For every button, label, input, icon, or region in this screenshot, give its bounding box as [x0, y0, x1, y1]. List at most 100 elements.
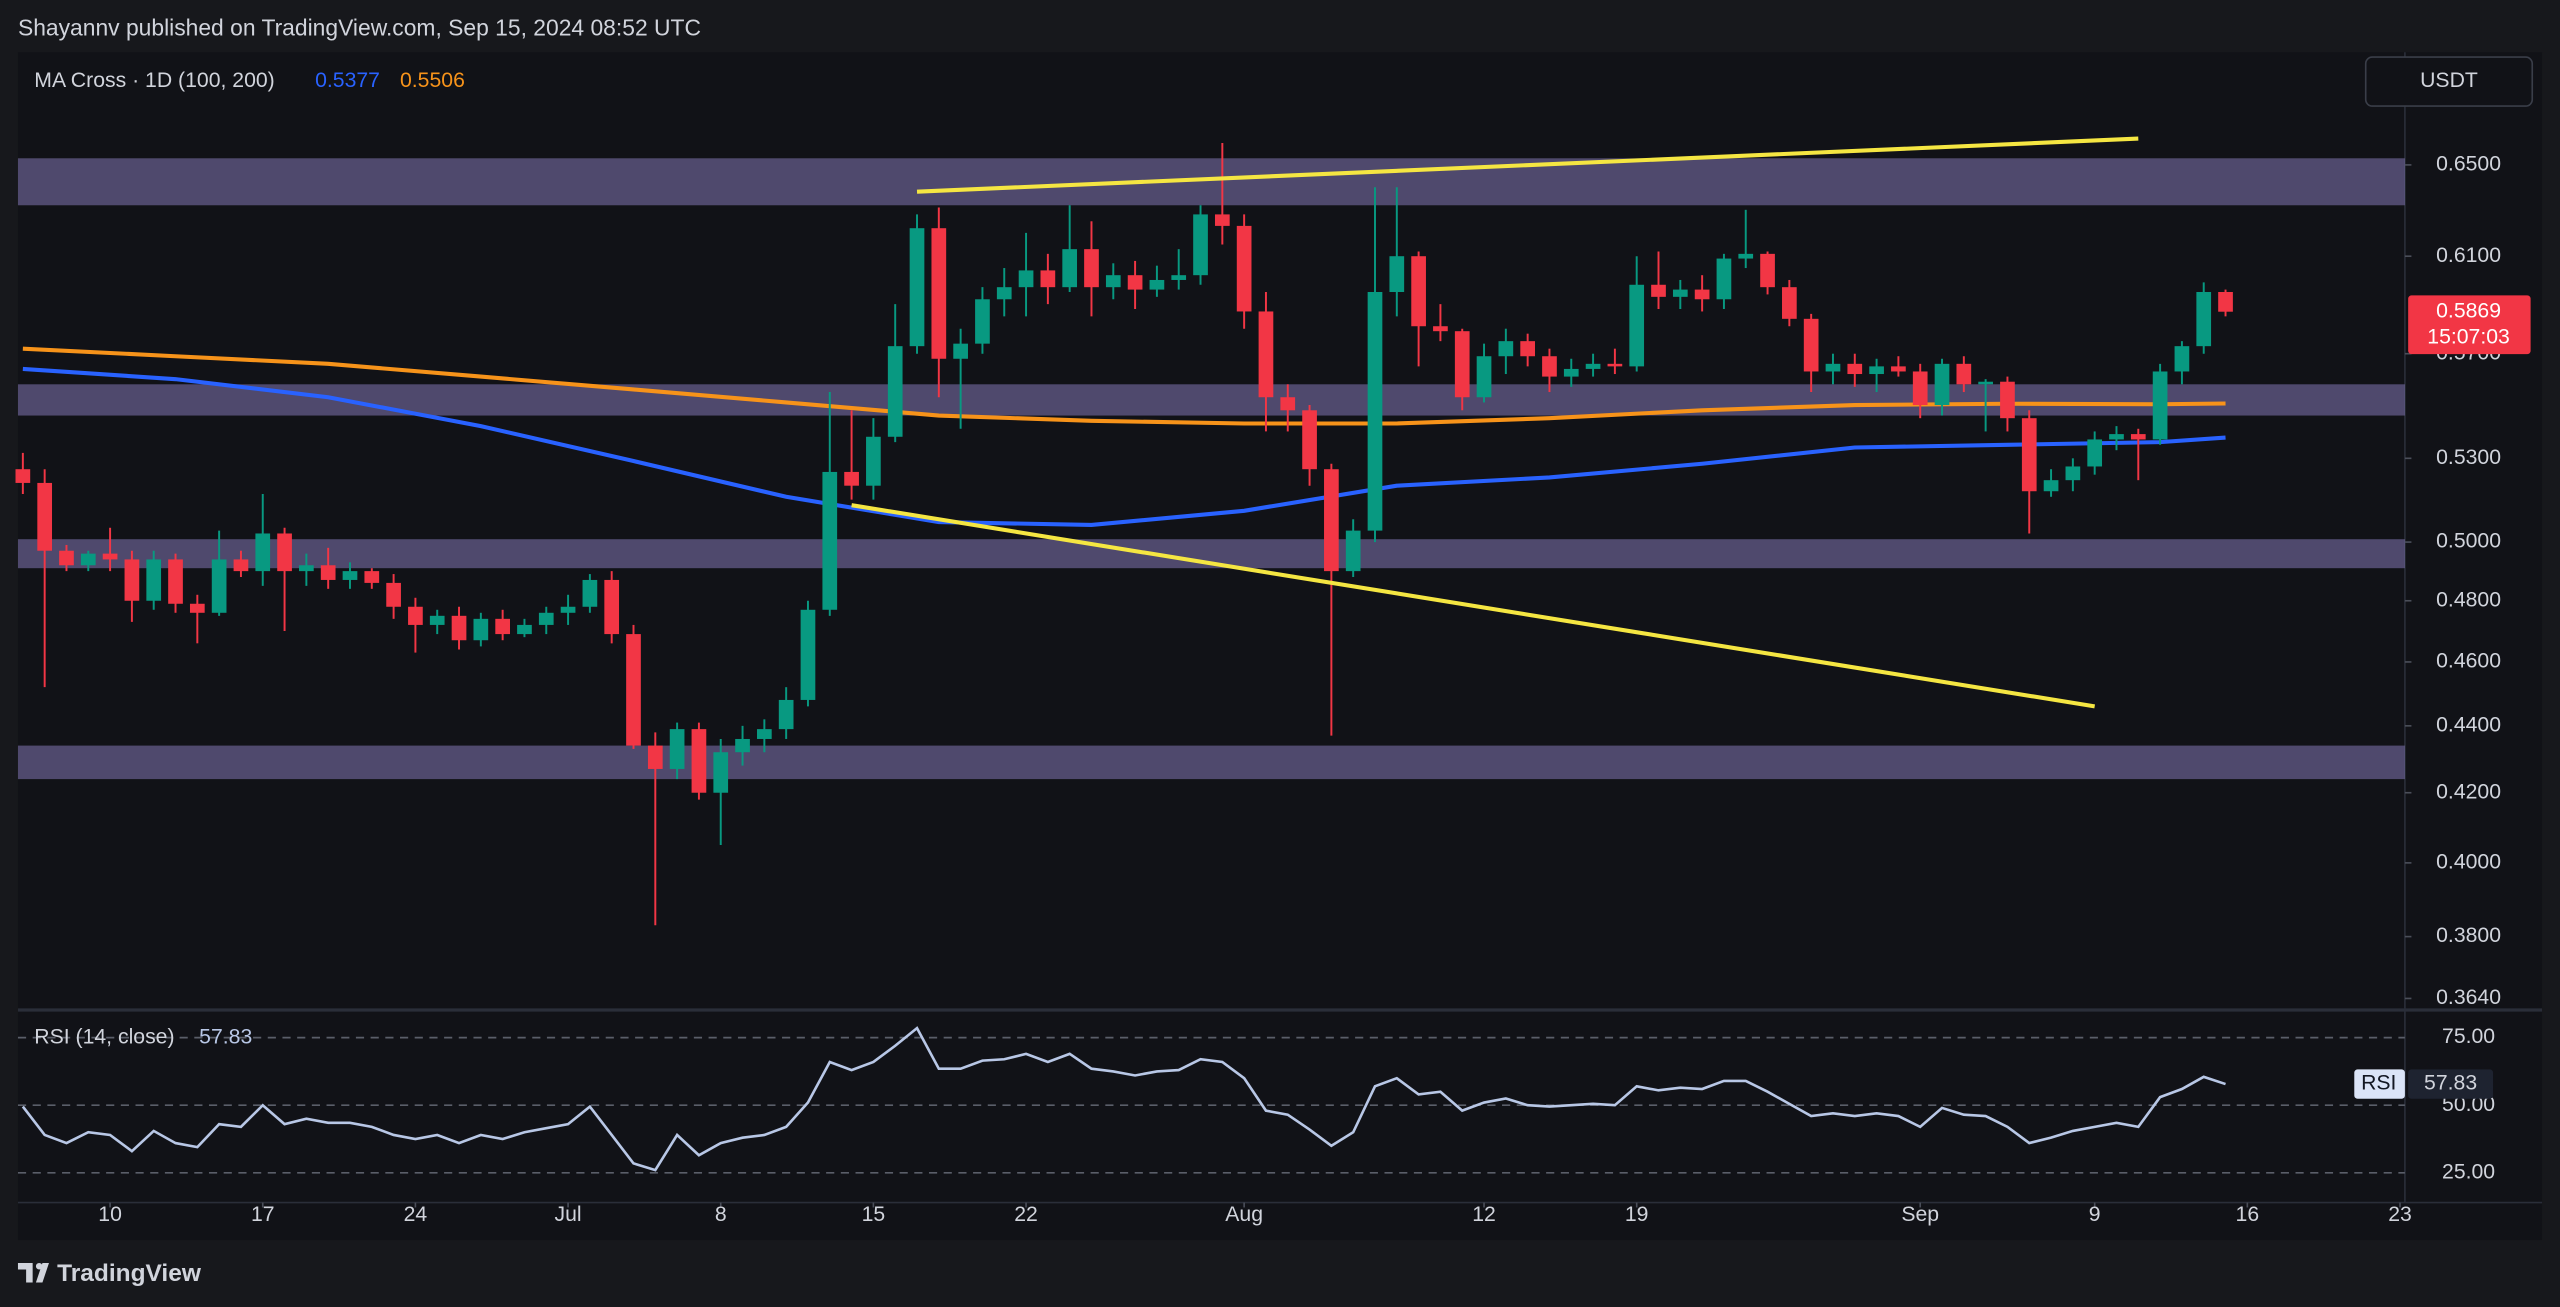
- candle-body: [386, 582, 401, 607]
- time-tick-label: 19: [1625, 1203, 1649, 1226]
- candle-body: [189, 603, 205, 613]
- time-tick-label: 9: [2089, 1203, 2101, 1226]
- zone: [17, 384, 2405, 416]
- candle-body: [1454, 331, 1470, 398]
- candle-body: [299, 565, 314, 572]
- price-tick-label: 0.5000: [2436, 530, 2501, 553]
- plot-layer: 0.65000.61000.57000.53000.50000.48000.46…: [15, 136, 2531, 1226]
- candle-body: [953, 343, 968, 359]
- candle-body: [15, 469, 31, 483]
- candle-body: [1389, 256, 1405, 292]
- candle-body: [1105, 275, 1121, 288]
- candle-body: [146, 559, 162, 601]
- candle-body: [1825, 363, 1841, 372]
- candle-body: [800, 609, 816, 700]
- candle-body: [168, 559, 183, 604]
- candle-body: [80, 553, 96, 566]
- candle-body: [1127, 275, 1143, 290]
- candle-body: [1411, 256, 1426, 327]
- time-tick-label: 22: [1014, 1203, 1038, 1226]
- candle-body: [626, 634, 641, 746]
- candle-body: [1651, 284, 1666, 297]
- candle-body: [211, 559, 227, 613]
- candle-body: [778, 699, 794, 730]
- price-tick-label: 0.3800: [2436, 924, 2501, 947]
- countdown-label: 15:07:03: [2427, 325, 2510, 348]
- candle-body: [582, 579, 598, 607]
- candle-body: [1542, 356, 1557, 377]
- candle-body: [1214, 214, 1230, 226]
- candle-body: [1018, 270, 1034, 288]
- last-price-tag: [2408, 295, 2531, 355]
- candle-body: [1607, 363, 1623, 367]
- zone: [17, 158, 2405, 206]
- candle-body: [538, 612, 554, 625]
- moving-average-line: [22, 366, 2226, 527]
- candle-body: [1084, 249, 1099, 288]
- candle-body: [37, 482, 53, 551]
- candle-body: [822, 471, 838, 610]
- candle-body: [1520, 341, 1536, 357]
- trendline: [851, 503, 2096, 709]
- price-tick-label: 0.4400: [2436, 713, 2501, 736]
- candle-body: [1040, 270, 1056, 288]
- time-tick-label: 10: [98, 1203, 122, 1226]
- candle-body: [2130, 434, 2146, 440]
- candle-body: [1193, 214, 1208, 276]
- candle-body: [1912, 371, 1928, 406]
- candle-body: [647, 745, 663, 769]
- candle-body: [866, 436, 881, 486]
- rsi-tag-box: [2354, 1069, 2405, 1099]
- candle-body: [1716, 258, 1732, 300]
- currency-button[interactable]: [2364, 56, 2534, 107]
- candle-body: [1236, 225, 1252, 312]
- price-tick-label: 0.3640: [2436, 986, 2501, 1009]
- candle-body: [1302, 410, 1317, 470]
- candle-body: [102, 553, 118, 560]
- candle-body: [517, 624, 532, 635]
- candle-body: [1367, 291, 1383, 531]
- candle-body: [1869, 366, 1884, 375]
- candle-body: [1782, 287, 1797, 319]
- candle-body: [1956, 363, 1972, 385]
- time-tick-label: 8: [715, 1203, 727, 1226]
- candle-body: [1738, 253, 1754, 259]
- candle-body: [1891, 366, 1906, 372]
- time-tick-label: 24: [404, 1203, 428, 1226]
- candle-body: [2152, 371, 2168, 440]
- time-tick-label: 23: [2388, 1203, 2412, 1226]
- candle-body: [1934, 363, 1950, 406]
- time-tick-label: 17: [251, 1203, 275, 1226]
- candle-body: [931, 228, 947, 359]
- candle-body: [757, 729, 772, 739]
- candle-body: [342, 571, 358, 580]
- candle-body: [2196, 291, 2212, 347]
- candle-body: [2000, 381, 2015, 419]
- time-tick-label: 15: [862, 1203, 886, 1226]
- ma-100-value: 0.5377: [315, 69, 380, 92]
- rsi-tick-label: 25.00: [2442, 1160, 2495, 1183]
- rsi-tag: RSI: [2361, 1072, 2396, 1095]
- time-tick-label: Aug: [1225, 1203, 1263, 1226]
- candle-body: [2021, 418, 2037, 492]
- candle-body: [1258, 311, 1274, 398]
- candle-body: [1847, 363, 1863, 375]
- candle-body: [451, 615, 467, 641]
- price-tick-label: 0.5300: [2436, 446, 2501, 469]
- time-tick-label: 16: [2236, 1203, 2260, 1226]
- candle-body: [1062, 249, 1078, 288]
- candle-body: [1760, 253, 1775, 288]
- candle-body: [713, 752, 729, 793]
- candle-body: [1629, 284, 1645, 367]
- candle-body: [364, 571, 380, 583]
- candle-body: [560, 606, 576, 613]
- candle-body: [1498, 341, 1514, 357]
- currency-label: USDT: [2420, 69, 2478, 92]
- zone: [17, 745, 2405, 780]
- price-tick-label: 0.4000: [2436, 850, 2501, 873]
- candle-body: [1171, 275, 1187, 280]
- candle-body: [1978, 381, 1993, 385]
- price-tick-label: 0.6500: [2436, 153, 2501, 176]
- logo-dot: [35, 1262, 43, 1270]
